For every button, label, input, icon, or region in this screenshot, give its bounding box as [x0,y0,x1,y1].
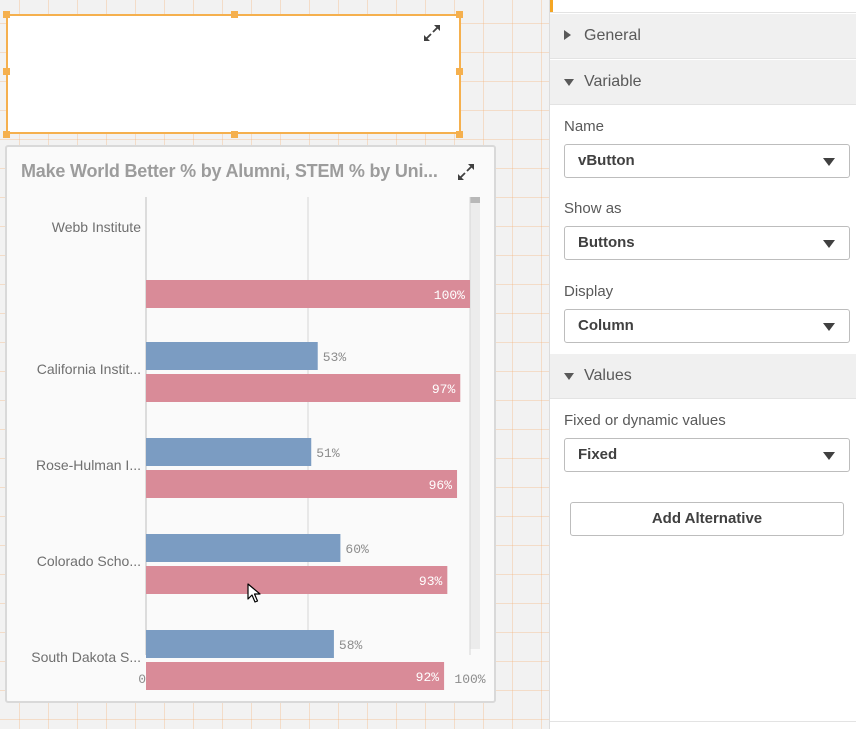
category-label: Webb Institute [52,219,141,235]
category-label: South Dakota S... [31,649,141,665]
data-label: 60% [345,542,369,557]
category-label: Rose-Hulman I... [36,457,141,473]
chevron-down-icon [823,158,835,166]
scrollbar-thumb [470,197,480,203]
collapse-arrow-icon [564,79,574,86]
bar-alumni [146,342,318,370]
sheet-canvas[interactable]: Make World Better % by Alumni, STEM % by… [0,0,549,729]
section-values-label: Values [584,367,632,384]
data-label: 58% [339,638,363,653]
data-label: 92% [416,670,440,685]
chevron-down-icon [823,240,835,248]
chevron-down-icon [823,323,835,331]
bar-alumni [146,438,312,466]
data-label: 51% [316,446,340,461]
fixed-dynamic-dropdown[interactable]: Fixed [564,438,850,472]
chevron-down-icon [823,452,835,460]
expand-icon[interactable] [421,22,443,44]
expand-icon[interactable] [455,161,477,183]
show-as-value: Buttons [578,234,635,251]
selected-button-object[interactable] [3,11,463,138]
data-label: 93% [419,574,443,589]
scrollbar-track [470,197,480,649]
mouse-cursor-icon [247,583,261,603]
data-label: 100% [434,288,465,303]
resize-handle-bottom-right[interactable] [456,131,463,138]
bar-chart-object[interactable]: Make World Better % by Alumni, STEM % by… [5,145,496,703]
resize-handle-right[interactable] [456,68,463,75]
resize-handle-left[interactable] [3,68,10,75]
show-as-dropdown[interactable]: Buttons [564,226,850,260]
expand-arrow-icon [564,30,571,40]
bar-stem [146,566,448,594]
section-variable[interactable]: Variable [550,60,856,105]
resize-handle-bottom-left[interactable] [3,131,10,138]
panel-accent [550,0,553,12]
bar-stem [146,662,445,690]
data-label: 96% [429,478,453,493]
bar-alumni [146,534,341,562]
display-label: Display [564,283,614,300]
divider [550,12,856,13]
category-label: Colorado Scho... [37,553,141,569]
resize-handle-top[interactable] [231,11,238,18]
collapse-arrow-icon [564,373,574,380]
fixed-dynamic-value: Fixed [578,446,618,463]
bar-stem [146,280,470,308]
resize-handle-bottom[interactable] [231,131,238,138]
display-dropdown[interactable]: Column [564,309,850,343]
section-variable-label: Variable [584,73,642,90]
section-values[interactable]: Values [550,354,856,399]
data-label: 97% [432,382,456,397]
bar-stem [146,374,461,402]
divider [550,721,856,722]
properties-panel: General Variable Name vButton Show as Bu… [549,0,856,729]
section-general-label: General [584,27,641,44]
display-value: Column [578,317,634,334]
name-value: vButton [578,152,635,169]
section-general[interactable]: General [550,14,856,59]
x-tick-label: 100% [454,672,485,687]
resize-handle-top-left[interactable] [3,11,10,18]
add-alternative-button[interactable]: Add Alternative [570,502,844,536]
bar-stem [146,470,458,498]
data-label: 53% [323,350,347,365]
name-label: Name [564,118,605,135]
fixed-dynamic-label: Fixed or dynamic values [564,412,726,429]
resize-handle-top-right[interactable] [456,11,463,18]
category-label: California Instit... [37,361,141,377]
bar-alumni [146,630,334,658]
name-dropdown[interactable]: vButton [564,144,850,178]
show-as-label: Show as [564,200,622,217]
